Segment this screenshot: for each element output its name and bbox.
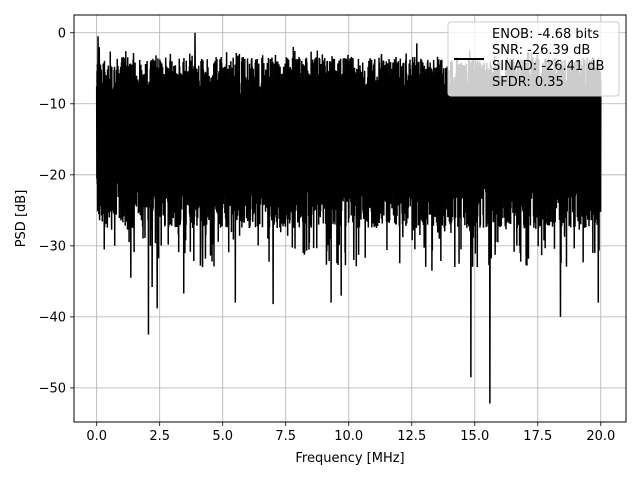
y-tick-label: 0 xyxy=(58,26,66,41)
legend-enob: ENOB: -4.68 bits xyxy=(492,27,599,42)
psd-series-line xyxy=(95,32,602,404)
axes-frame xyxy=(73,14,627,423)
legend: ENOB: -4.68 bits SNR: -26.39 dB SINAD: -… xyxy=(447,21,620,97)
x-tick-label: 17.5 xyxy=(523,429,552,444)
ticks-group: 0.0 2.5 5.0 7.5 10.0 12.5 15.0 17.5 20.0 0 −10 −20 −… xyxy=(39,26,616,444)
x-tick-label: 2.5 xyxy=(149,429,170,444)
legend-box xyxy=(447,21,620,97)
y-tick-label: −50 xyxy=(39,381,66,396)
y-axis-label: PSD [dB] xyxy=(14,190,29,248)
x-tick-label: 10.0 xyxy=(334,429,363,444)
plot-series-group xyxy=(95,32,602,404)
legend-sinad: SINAD: -26.41 dB xyxy=(492,59,604,74)
y-tick-label: −20 xyxy=(39,168,66,183)
x-tick-label: 5.0 xyxy=(212,429,233,444)
x-tick-label: 7.5 xyxy=(275,429,296,444)
x-axis-label: Frequency [MHz] xyxy=(295,451,404,466)
x-tick-label: 0.0 xyxy=(86,429,107,444)
legend-sfdr: SFDR: 0.35 xyxy=(492,75,564,90)
y-tick-label: −40 xyxy=(39,310,66,325)
x-tick-label: 20.0 xyxy=(586,429,615,444)
x-tick-label: 12.5 xyxy=(397,429,426,444)
legend-snr: SNR: -26.39 dB xyxy=(492,43,590,58)
y-tick-label: −30 xyxy=(39,239,66,254)
y-tick-label: −10 xyxy=(39,97,66,112)
x-tick-label: 15.0 xyxy=(460,429,489,444)
